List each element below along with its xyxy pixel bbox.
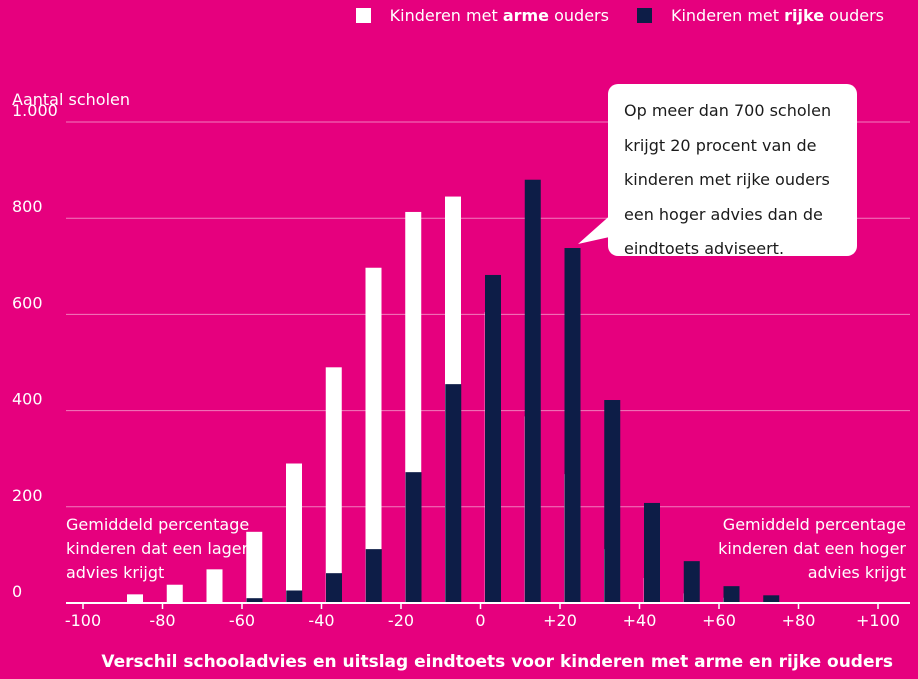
x-tick-label: +20 bbox=[543, 611, 577, 630]
y-tick-label: 400 bbox=[12, 390, 43, 409]
legend-label-poor: Kinderen met arme ouders bbox=[389, 6, 609, 25]
legend-label-rich: Kinderen met rijke ouders bbox=[670, 6, 884, 25]
callout-text: Op meer dan 700 scholen krijgt 20 procen… bbox=[624, 101, 832, 258]
annotation-lower-line-1: Gemiddeld percentage bbox=[66, 515, 249, 534]
bar-rich-parents bbox=[286, 590, 303, 603]
annotation-higher-advice: Gemiddeld percentage kinderen dat een ho… bbox=[718, 515, 906, 582]
x-tick-label: -80 bbox=[149, 611, 175, 630]
bar-rich-parents bbox=[564, 248, 581, 603]
y-tick-label: 200 bbox=[12, 486, 43, 505]
chart-title: Verschil schooladvies en uitslag eindtoe… bbox=[101, 652, 893, 672]
bar-rich-parents bbox=[683, 561, 700, 603]
callout-box: Op meer dan 700 scholen krijgt 20 procen… bbox=[608, 84, 857, 258]
bar-poor-parents bbox=[206, 569, 223, 603]
x-tick-label: -60 bbox=[229, 611, 255, 630]
annotation-lower-advice: Gemiddeld percentage kinderen dat een la… bbox=[66, 515, 249, 582]
legend-item-rich: Kinderen met rijke ouders bbox=[636, 6, 884, 25]
x-tick-label: +40 bbox=[623, 611, 657, 630]
y-axis-ticks: 0 200 400 600 800 1.000 bbox=[12, 101, 58, 601]
bar-rich-parents bbox=[365, 549, 382, 603]
bar-rich-parents bbox=[524, 179, 541, 603]
bar-poor-parents bbox=[166, 584, 183, 603]
bars bbox=[127, 179, 780, 603]
bar-rich-parents bbox=[485, 274, 501, 603]
legend-swatch-poor bbox=[355, 8, 371, 23]
bar-poor-parents bbox=[325, 367, 342, 603]
legend-item-poor: Kinderen met arme ouders bbox=[355, 6, 609, 25]
x-tick-label: +60 bbox=[702, 611, 736, 630]
x-tick-label: -40 bbox=[308, 611, 334, 630]
bar-rich-parents bbox=[326, 573, 342, 603]
bar-rich-parents bbox=[405, 472, 422, 603]
y-tick-label: 1.000 bbox=[12, 101, 58, 120]
y-tick-label: 0 bbox=[12, 582, 22, 601]
bar-poor-parents bbox=[127, 594, 143, 603]
y-tick-label: 600 bbox=[12, 293, 43, 312]
y-tick-label: 800 bbox=[12, 197, 43, 216]
y-axis-label: Aantal scholen bbox=[12, 90, 130, 109]
x-tick-label: +100 bbox=[856, 611, 900, 630]
annotation-higher-line-1: Gemiddeld percentage bbox=[723, 515, 906, 534]
annotation-lower-line-2: kinderen dat een lager bbox=[66, 539, 249, 558]
x-tick-label: +80 bbox=[782, 611, 816, 630]
bar-rich-parents bbox=[445, 384, 462, 603]
bar-poor-parents bbox=[286, 463, 302, 603]
annotation-higher-line-2: kinderen dat een hoger bbox=[718, 539, 906, 558]
annotation-higher-line-3: advies krijgt bbox=[808, 563, 906, 582]
annotation-lower-line-3: advies krijgt bbox=[66, 563, 164, 582]
callout-pointer bbox=[578, 212, 614, 244]
legend: Kinderen met arme ouders Kinderen met ri… bbox=[355, 6, 884, 25]
bar-rich-parents bbox=[604, 400, 621, 603]
x-axis-ticks: -100 -80 -60 -40 -20 0 +20 +40 +60 +80 +100 bbox=[65, 603, 900, 630]
x-tick-label: -100 bbox=[65, 611, 101, 630]
bar-rich-parents bbox=[246, 598, 263, 603]
bar-rich-parents bbox=[644, 502, 660, 603]
x-tick-label: 0 bbox=[475, 611, 485, 630]
bar-rich-parents bbox=[763, 595, 780, 603]
legend-swatch-rich bbox=[636, 8, 652, 23]
bar-poor-parents bbox=[246, 531, 263, 603]
bar-poor-parents bbox=[365, 267, 382, 603]
x-tick-label: -20 bbox=[388, 611, 414, 630]
bar-rich-parents bbox=[723, 586, 740, 603]
